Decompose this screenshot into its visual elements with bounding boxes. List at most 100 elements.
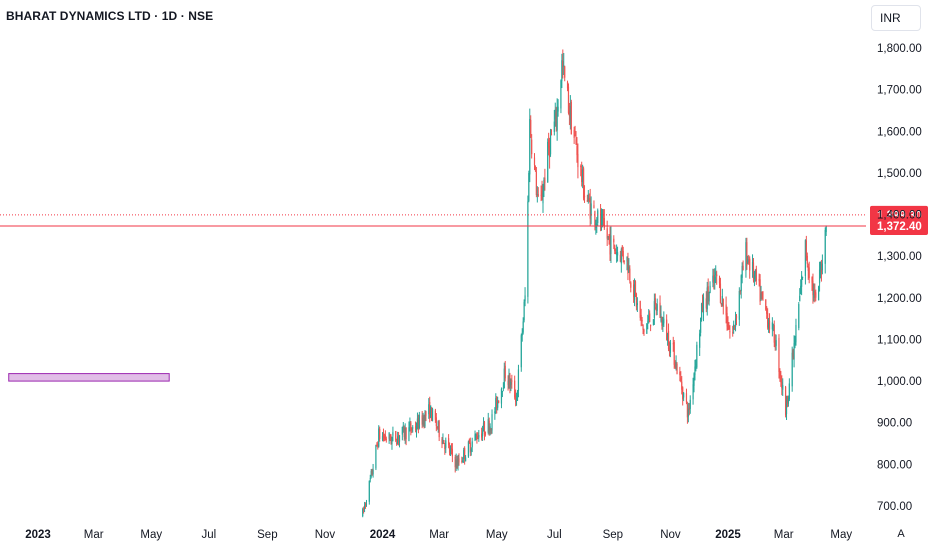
candle xyxy=(541,180,543,201)
candle-body xyxy=(448,445,451,453)
candle xyxy=(569,95,571,130)
candle xyxy=(602,209,605,226)
candle-body xyxy=(694,366,696,376)
candle xyxy=(613,235,615,250)
candle xyxy=(634,280,637,298)
candle xyxy=(454,454,456,473)
currency-button[interactable]: INR xyxy=(871,5,921,31)
candle xyxy=(627,252,629,281)
candle-body xyxy=(666,319,668,340)
candle xyxy=(481,427,483,441)
x-tick-label: 2025 xyxy=(715,529,741,541)
y-tick-label: 1,500.00 xyxy=(877,168,922,180)
candle xyxy=(449,445,452,456)
candle-body xyxy=(369,478,371,480)
candle xyxy=(371,468,373,476)
candle xyxy=(544,168,546,191)
candle-body xyxy=(457,458,459,467)
candle-body xyxy=(411,428,413,431)
candle xyxy=(794,335,796,349)
candle xyxy=(467,440,470,458)
candle xyxy=(450,443,453,455)
candle xyxy=(682,386,684,406)
candle-body xyxy=(520,335,522,368)
candle xyxy=(616,246,619,262)
candle xyxy=(434,408,436,423)
candle xyxy=(804,239,807,285)
candle xyxy=(706,281,708,316)
candle-body xyxy=(497,400,499,408)
candle-body xyxy=(504,365,506,379)
candle xyxy=(428,398,430,419)
candle-body xyxy=(804,240,807,276)
candle xyxy=(430,405,432,419)
candle-body xyxy=(794,340,796,346)
candle-body xyxy=(549,145,551,158)
candle-body xyxy=(705,298,707,309)
candle xyxy=(647,314,649,330)
candle xyxy=(801,271,803,296)
candle xyxy=(576,137,578,163)
candle xyxy=(468,438,470,444)
candle xyxy=(639,300,641,321)
candle-body xyxy=(372,469,374,475)
candle-body xyxy=(609,236,611,255)
candle xyxy=(554,102,556,127)
candle-body xyxy=(587,194,589,202)
candle-body xyxy=(431,407,433,422)
candle-body xyxy=(667,330,670,350)
candle-body xyxy=(423,416,425,425)
candle xyxy=(582,166,585,201)
candle xyxy=(609,226,611,261)
candle-body xyxy=(477,438,479,440)
candle-body xyxy=(688,407,690,411)
candle xyxy=(694,359,696,381)
candle xyxy=(395,430,397,443)
candle xyxy=(364,502,367,509)
candle xyxy=(818,285,820,301)
candle xyxy=(672,336,674,352)
candle xyxy=(722,298,724,315)
candle xyxy=(824,227,826,274)
candle xyxy=(548,132,550,156)
candle-body xyxy=(706,287,708,310)
candle-body xyxy=(561,60,563,82)
candle xyxy=(448,442,451,456)
candle-body xyxy=(614,245,616,252)
candle xyxy=(577,143,579,179)
candle-body xyxy=(801,275,803,287)
candle-body xyxy=(754,269,756,275)
candle-body xyxy=(476,435,478,440)
candle xyxy=(443,440,445,444)
candle-body xyxy=(626,256,628,262)
candle-body xyxy=(719,283,722,303)
candle xyxy=(660,305,662,323)
candle-body xyxy=(377,443,379,448)
candle-body xyxy=(576,145,578,156)
candle xyxy=(547,138,549,183)
candle xyxy=(520,333,522,372)
candle-body xyxy=(456,460,458,469)
candle-body xyxy=(470,449,472,452)
y-tick-label: 1,200.00 xyxy=(877,293,922,305)
candle xyxy=(438,419,440,442)
candle xyxy=(779,368,781,382)
candle-body xyxy=(679,371,681,376)
candle xyxy=(712,268,714,288)
auto-scale-button[interactable]: A xyxy=(897,528,905,540)
candle-body xyxy=(747,259,749,263)
candle xyxy=(444,442,446,455)
candle-body xyxy=(583,195,586,198)
candle xyxy=(596,217,598,233)
candle xyxy=(448,434,450,449)
candle xyxy=(614,244,616,255)
candle-body xyxy=(588,197,590,202)
candle-body xyxy=(594,211,596,226)
candle-body xyxy=(527,201,529,297)
candle xyxy=(801,276,804,280)
candle-body xyxy=(613,238,615,243)
candle xyxy=(708,291,710,306)
candle xyxy=(385,436,387,443)
candle xyxy=(747,255,749,265)
